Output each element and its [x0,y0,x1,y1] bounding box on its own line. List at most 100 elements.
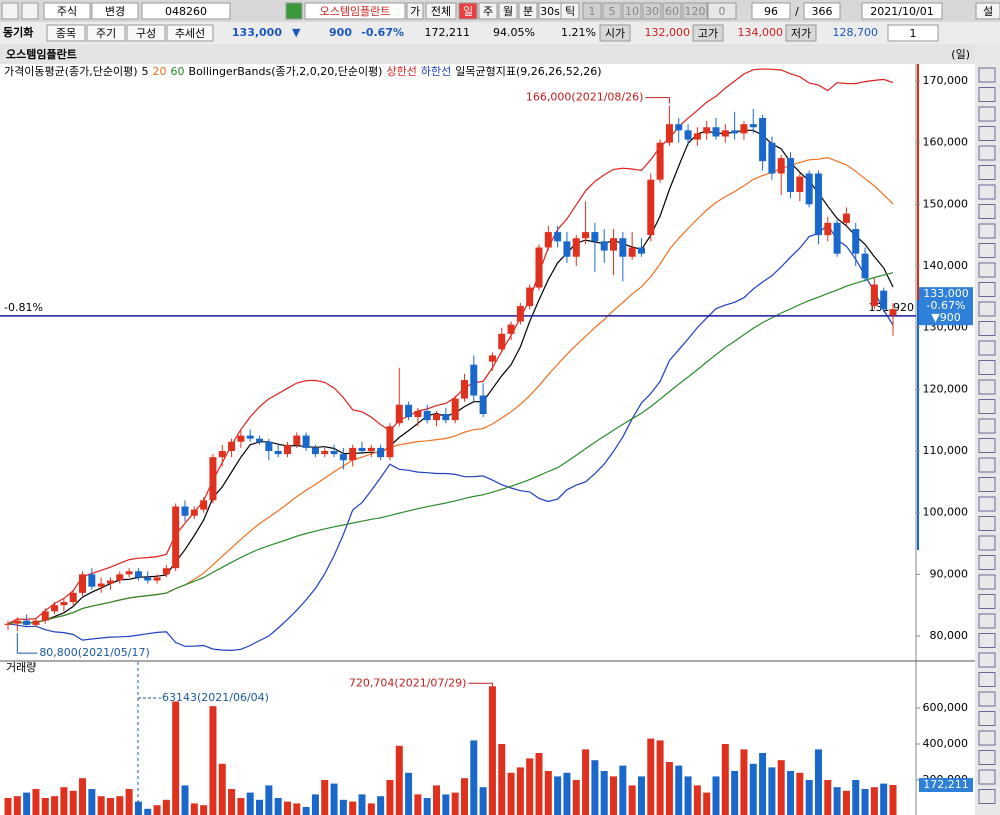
info-button-box[interactable] [126,24,166,42]
tool-icon[interactable] [978,340,996,356]
period-box[interactable] [458,2,478,20]
icon-box[interactable] [285,2,303,20]
tool-icon[interactable] [978,535,996,551]
tool-icon[interactable] [978,789,996,804]
tool-icon[interactable] [978,106,996,122]
market-box[interactable] [43,2,91,20]
tool-icon[interactable] [978,574,996,590]
tool-icon[interactable] [978,691,996,707]
stock-name-box[interactable] [304,2,406,20]
tool-icon[interactable] [978,418,996,434]
period[interactable]: 분 [523,5,533,18]
period-box[interactable] [518,2,538,20]
select-box[interactable] [887,24,939,42]
period[interactable]: 일 [463,4,473,18]
zero-box[interactable] [707,2,737,20]
step[interactable]: 10 [625,5,639,18]
tool-icon[interactable] [978,633,996,648]
info-button-box[interactable] [46,24,86,42]
tool-icon[interactable] [978,126,996,141]
tool-icon[interactable] [978,711,996,726]
step-box[interactable] [682,2,708,20]
step[interactable]: 30 [645,5,659,18]
all-box[interactable] [425,2,457,20]
total[interactable]: 366 [812,5,833,18]
tool-icon[interactable] [978,223,996,239]
tool-icon[interactable] [978,496,996,512]
volume-bar [591,760,599,815]
step[interactable]: 5 [609,5,616,18]
tool-icon[interactable] [978,769,996,785]
change-box[interactable] [91,2,139,20]
count[interactable]: 96 [764,5,778,18]
step-box[interactable] [662,2,682,20]
tool-icon[interactable] [978,321,996,336]
step-box[interactable] [622,2,642,20]
select[interactable]: 1 [910,27,917,40]
candle-body [740,124,748,134]
icon-box[interactable] [21,2,39,20]
info-button[interactable]: 종목 [56,27,76,40]
tool-icon[interactable] [978,399,996,414]
tool-icon[interactable] [978,613,996,629]
date-box[interactable] [861,2,943,20]
change[interactable]: 변경 [105,5,125,18]
tool-icon[interactable] [978,438,996,453]
step[interactable]: 60 [665,5,679,18]
period-box[interactable] [498,2,518,20]
icon-box[interactable] [1,2,19,20]
ga-box[interactable] [406,2,424,20]
info-button[interactable]: 주기 [96,27,116,40]
tool-icon[interactable] [978,67,996,83]
date[interactable]: 2021/10/01 [870,5,933,18]
info-button-box[interactable] [166,24,214,42]
tool-icon[interactable] [978,145,996,161]
tool-icon[interactable] [978,379,996,395]
stock-name[interactable]: 오스템임플란트 [320,5,391,18]
tool-icon[interactable] [978,87,996,102]
step-box[interactable] [642,2,662,20]
step[interactable]: 1 [589,5,596,18]
market[interactable]: 주식 [57,5,77,18]
tool-icon[interactable] [978,204,996,219]
all[interactable]: 전체 [431,5,451,18]
settings-box[interactable] [975,2,1000,20]
step[interactable]: 120 [685,5,706,18]
step-box[interactable] [582,2,602,20]
info-button[interactable]: 추세선 [175,27,205,40]
tool-icon[interactable] [978,165,996,180]
period-box[interactable] [560,2,580,20]
code[interactable]: 048260 [165,5,207,18]
tool-icon[interactable] [978,652,996,668]
tool-icon[interactable] [978,516,996,531]
tool-icon[interactable] [978,477,996,492]
tool-icon[interactable] [978,243,996,258]
settings[interactable]: 설 [983,5,993,18]
info-button-box[interactable] [86,24,126,42]
count-box[interactable] [751,2,791,20]
tool-icon[interactable] [978,594,996,609]
tool-icon[interactable] [978,301,996,317]
tool-icon[interactable] [978,262,996,278]
legend-text: 일목균형지표(9,26,26,52,26) [455,64,601,78]
tool-icon[interactable] [978,457,996,473]
total-box[interactable] [803,2,841,20]
tool-icon[interactable] [978,750,996,765]
info-button[interactable]: 구성 [136,27,156,40]
period[interactable]: 30s [540,5,560,18]
tool-icon[interactable] [978,282,996,297]
tool-icon[interactable] [978,184,996,200]
period-box[interactable] [478,2,498,20]
panel-header [0,44,975,64]
period[interactable]: 월 [503,5,513,18]
period[interactable]: 틱 [565,5,575,18]
tool-icon[interactable] [978,730,996,746]
ga[interactable]: 가 [410,5,420,18]
step-box[interactable] [602,2,622,20]
period[interactable]: 주 [483,5,493,18]
zero[interactable]: 0 [719,5,726,18]
code-box[interactable] [141,2,231,20]
tool-icon[interactable] [978,555,996,570]
tool-icon[interactable] [978,672,996,687]
tool-icon[interactable] [978,360,996,375]
